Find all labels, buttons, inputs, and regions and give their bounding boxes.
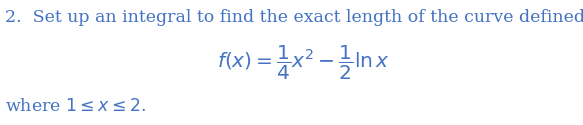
Text: $f(x) = \dfrac{1}{4}x^2 - \dfrac{1}{2}\ln x$: $f(x) = \dfrac{1}{4}x^2 - \dfrac{1}{2}\l… <box>217 43 389 82</box>
Text: 2.  Set up an integral to find the exact length of the curve defined by: 2. Set up an integral to find the exact … <box>5 9 583 26</box>
Text: where $1 \leq x \leq 2$.: where $1 \leq x \leq 2$. <box>5 98 146 115</box>
